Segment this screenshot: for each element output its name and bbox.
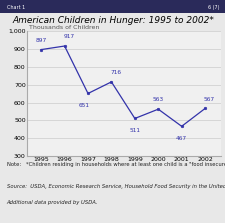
Text: 511: 511: [129, 128, 140, 133]
Text: Chart 1: Chart 1: [7, 5, 25, 10]
Text: 897: 897: [35, 38, 47, 43]
Text: 716: 716: [110, 70, 121, 75]
Text: 6 (7): 6 (7): [207, 5, 218, 10]
Text: 467: 467: [175, 136, 186, 141]
Text: Note:   *Children residing in households where at least one child is a "food ins: Note: *Children residing in households w…: [7, 162, 225, 167]
Text: Thousands of Children: Thousands of Children: [29, 25, 99, 30]
Text: Source:  USDA, Economic Research Service, Household Food Security in the United : Source: USDA, Economic Research Service,…: [7, 184, 225, 189]
Text: 563: 563: [152, 97, 163, 102]
Text: 917: 917: [63, 34, 74, 39]
Text: 567: 567: [203, 97, 214, 101]
Text: American Children in Hunger: 1995 to 2002*: American Children in Hunger: 1995 to 200…: [12, 16, 213, 25]
Text: Additional data provided by USDA.: Additional data provided by USDA.: [7, 200, 98, 204]
Text: 651: 651: [78, 103, 89, 108]
